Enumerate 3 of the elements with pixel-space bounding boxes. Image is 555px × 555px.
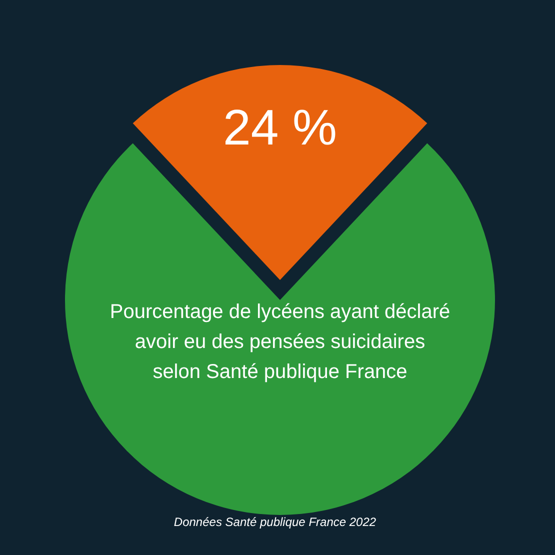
text: Données Santé publique France 2022 xyxy=(174,515,376,529)
text: Pourcentage de lycéens ayant déclaré avoir eu des pensées suicidaires selon Santé publique France xyxy=(110,301,450,383)
data-label: 24 % xyxy=(223,100,337,156)
